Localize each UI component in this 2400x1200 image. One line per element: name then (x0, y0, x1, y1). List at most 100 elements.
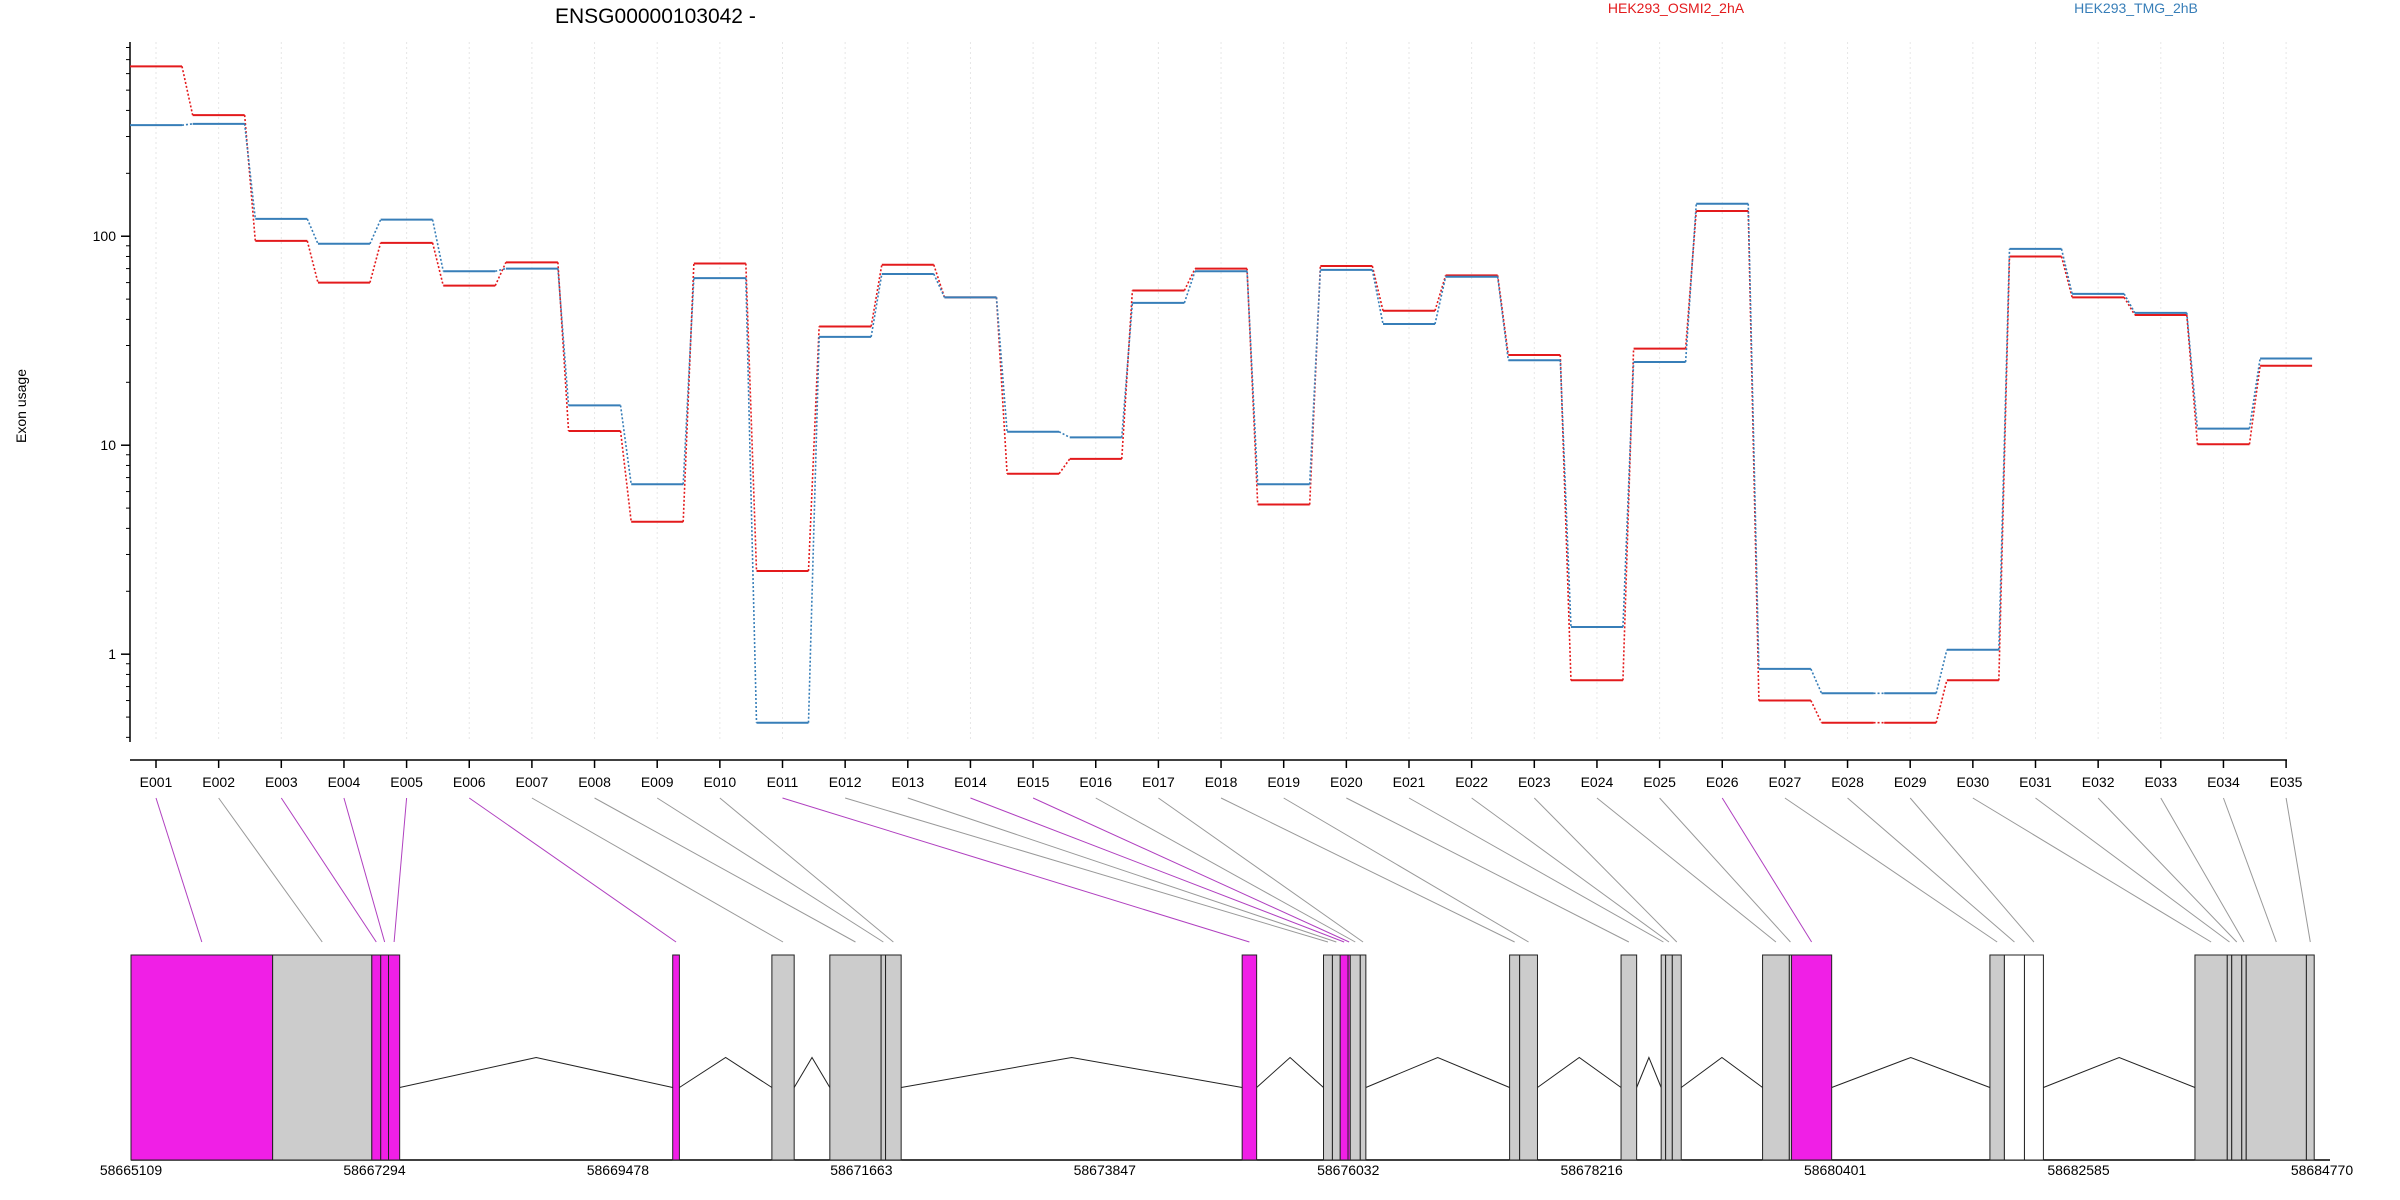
intron-line (1537, 1056, 1622, 1088)
intron-line (2043, 1056, 2196, 1088)
exon-connector (594, 797, 856, 943)
series-connector (1935, 680, 1948, 723)
exon-block (130, 954, 274, 1161)
genomic-tick-label: 58667294 (343, 1162, 406, 1178)
exon-connector (782, 797, 1250, 943)
grid-layer (155, 42, 2287, 742)
exon-connector (1972, 797, 2212, 943)
x-tick-label: E029 (1894, 774, 1927, 790)
exon-block (1241, 954, 1258, 1161)
series-connector (1935, 649, 1948, 694)
genomic-tick-label: 58665109 (100, 1162, 163, 1178)
x-tick-label: E006 (453, 774, 486, 790)
genomic-tick-label: 58669478 (587, 1162, 650, 1178)
exon-block (2226, 954, 2233, 1161)
exon-block (2023, 954, 2044, 1161)
exon-connector (218, 797, 323, 943)
series-connector (1308, 266, 1322, 505)
series-connector (1810, 668, 1823, 694)
x-tick-label: E031 (2019, 774, 2052, 790)
series-layer (130, 65, 2313, 724)
series-connector (745, 263, 758, 572)
series-connector (2123, 293, 2136, 314)
series-connector (2248, 358, 2261, 429)
exon-block (1660, 954, 1667, 1161)
x-tick-label: E019 (1267, 774, 1300, 790)
x-tick-label: E021 (1393, 774, 1426, 790)
exon-block (1323, 954, 1333, 1161)
x-tick-label: E022 (1455, 774, 1488, 790)
x-tick-label: E016 (1079, 774, 1112, 790)
exon-block (2241, 954, 2247, 1161)
x-tick-label: E032 (2082, 774, 2115, 790)
series-connector (870, 273, 883, 337)
series-connector (369, 219, 382, 245)
exon-connector (2285, 797, 2311, 943)
exon-connector (1408, 797, 1664, 943)
exon-connector (1471, 797, 1670, 943)
series-connector (682, 278, 695, 485)
series-connector (1120, 290, 1134, 459)
x-tick-label: E007 (516, 774, 549, 790)
x-tick-label: E009 (641, 774, 674, 790)
exon-block (388, 954, 401, 1161)
exon-connector (468, 797, 677, 943)
exon-connector (845, 797, 1329, 943)
genomic-tick-label: 58680401 (1804, 1162, 1867, 1178)
exon-block (1509, 954, 1521, 1161)
genomic-tick-label: 58673847 (1074, 1162, 1137, 1178)
series-connector (306, 218, 319, 245)
y-tick-label: 100 (93, 228, 117, 244)
exon-block (771, 954, 795, 1161)
exon-connector (1659, 797, 1791, 943)
y-axis-label: Exon usage (13, 369, 29, 443)
x-tick-label: E014 (954, 774, 987, 790)
series-connector (1684, 203, 1698, 363)
series-connector (1998, 248, 2011, 650)
series-connector (431, 242, 445, 286)
intron-line (1636, 1056, 1662, 1088)
exon-block (2245, 954, 2307, 1161)
series-connector (1246, 268, 1259, 505)
exon-connector (907, 797, 1337, 943)
series-connector (1622, 348, 1635, 681)
series-connector (933, 273, 946, 298)
intron-line (679, 1056, 773, 1088)
exon-block (1791, 954, 1833, 1161)
y-tick-label: 10 (100, 437, 116, 453)
x-tick-label: E027 (1769, 774, 1802, 790)
x-tick-label: E035 (2270, 774, 2303, 790)
exon-connector (155, 797, 203, 943)
genomic-tick-label: 58682585 (2047, 1162, 2110, 1178)
axes-layer: 1 10 100 E001 E002 E003 E004 E005 E006 E007 E008 E0… (93, 42, 2303, 790)
exon-connector (656, 797, 884, 943)
exon-connector (2097, 797, 2238, 943)
exon-connector (970, 797, 1345, 943)
series-connector (181, 123, 193, 126)
exon-connector (1346, 797, 1630, 943)
series-connector (306, 240, 319, 283)
x-tick-label: E005 (390, 774, 423, 790)
intron-line (793, 1056, 831, 1088)
series-connector (1434, 276, 1447, 325)
series-1 (130, 65, 2313, 724)
exon-block (371, 954, 382, 1161)
exon-block (1762, 954, 1790, 1161)
series-connector (1246, 271, 1259, 485)
series-connector (1684, 210, 1698, 349)
intron-line (1365, 1056, 1510, 1088)
x-tick-label: E012 (829, 774, 862, 790)
x-tick-label: E026 (1706, 774, 1739, 790)
exon-connector (1283, 797, 1529, 943)
series-connector (807, 326, 820, 572)
intron-line (1831, 1056, 1991, 1088)
x-tick-label: E028 (1831, 774, 1864, 790)
series-connector (1308, 269, 1322, 485)
series-connector (995, 297, 1008, 474)
series-connector (682, 263, 695, 522)
genomic-tick-label: 58678216 (1560, 1162, 1623, 1178)
exon-block (2194, 954, 2228, 1161)
series-connector (1371, 269, 1384, 325)
exon-connector (1533, 797, 1678, 943)
series-connector (431, 219, 445, 272)
